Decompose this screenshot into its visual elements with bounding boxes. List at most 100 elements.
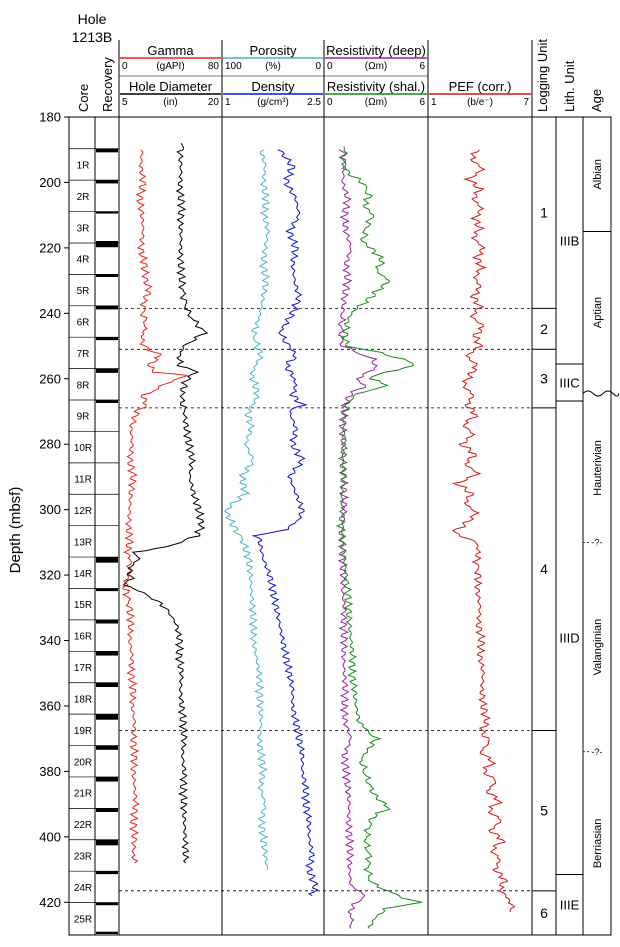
- series-density-line: [251, 149, 319, 897]
- age-label: Aptian: [592, 297, 604, 328]
- lith-unit-label: IIIE: [560, 898, 580, 913]
- core-label: 12R: [74, 506, 92, 517]
- unconformity-wavy-line: [582, 390, 620, 397]
- hole-label-line1: Hole: [78, 11, 107, 27]
- track-porosity-density-bottom-min: 1: [225, 97, 231, 108]
- age-label: Hauterivian: [592, 440, 604, 496]
- recovery-bar: [96, 839, 118, 846]
- logging-unit-label: 6: [540, 905, 548, 921]
- track-gamma-diameter-bottom-min: 5: [122, 97, 128, 108]
- core-label: 14R: [74, 569, 92, 580]
- core-label: 6R: [77, 318, 90, 329]
- core-label: 8R: [77, 380, 90, 391]
- core-label: 17R: [74, 663, 92, 674]
- recovery-bar: [96, 619, 118, 624]
- recovery-bar: [96, 714, 118, 720]
- logging-unit-label: 5: [540, 803, 548, 819]
- depth-tick-label: 320: [39, 568, 61, 583]
- core-label: 9R: [77, 412, 90, 423]
- core-label: 2R: [77, 192, 90, 203]
- core-label: 7R: [77, 349, 90, 360]
- series-gamma-line: [122, 149, 188, 864]
- lith-unit-label: IIIC: [559, 376, 579, 391]
- series-porosity-line: [224, 149, 271, 870]
- core-label: 13R: [74, 537, 92, 548]
- track-resistivity-top-unit: (Ωm): [365, 61, 387, 72]
- depth-tick-label: 400: [39, 829, 61, 844]
- age-uncertain-mark: -?-: [592, 537, 603, 547]
- track-resistivity-bottom-max: 6: [419, 97, 425, 108]
- core-label: 5R: [77, 286, 90, 297]
- core-label: 3R: [77, 223, 90, 234]
- track-porosity-density-bottom-unit: (g/cm³): [257, 97, 289, 108]
- column-frame: [323, 116, 429, 936]
- track-resistivity-top-min: 0: [327, 61, 333, 72]
- track-resistivity-bottom-unit: (Ωm): [365, 97, 387, 108]
- track-resistivity-top-name: Resistivity (deep): [326, 43, 426, 58]
- logging-unit-label: 4: [540, 561, 548, 577]
- recovery-bar: [96, 682, 118, 687]
- depth-tick-label: 240: [39, 306, 61, 321]
- depth-tick-label: 260: [39, 371, 61, 386]
- depth-tick-label: 280: [39, 437, 61, 452]
- series-hole-diameter-line: [122, 142, 209, 864]
- series-resistivity-deep-line: [337, 149, 378, 929]
- core-label: 15R: [74, 600, 92, 611]
- recovery-bar: [96, 337, 118, 341]
- track-porosity-density-bottom-max: 2.5: [307, 97, 321, 108]
- track-porosity-density-top-max: 0: [315, 61, 321, 72]
- depth-axis-label: Depth (mbsf): [7, 487, 24, 574]
- core-label: 10R: [74, 443, 92, 454]
- track-gamma-diameter-top-unit: (gAPI): [156, 61, 184, 72]
- recovery-bar: [96, 305, 118, 310]
- recovery-bar: [96, 180, 118, 184]
- logging-unit-label: 2: [540, 321, 548, 337]
- track-gamma-diameter-top-min: 0: [122, 61, 128, 72]
- depth-tick-label: 200: [39, 175, 61, 190]
- core-label: 16R: [74, 632, 92, 643]
- track-pef-bottom-max: 7: [523, 97, 529, 108]
- column-frame: [118, 116, 223, 936]
- core-label: 20R: [74, 757, 92, 768]
- core-label: 1R: [77, 160, 90, 171]
- age-label: Berriasian: [592, 819, 604, 869]
- logging-unit-column-label: Logging Unit: [535, 39, 550, 112]
- track-pef-bottom-min: 1: [431, 97, 437, 108]
- track-gamma-diameter-bottom-max: 20: [208, 97, 220, 108]
- track-pef-bottom-unit: (b/e⁻): [467, 97, 493, 108]
- recovery-bar: [96, 588, 118, 592]
- lith-unit-label: IIID: [559, 631, 579, 646]
- recovery-bar: [96, 902, 118, 906]
- track-gamma-diameter-bottom-name: Hole Diameter: [129, 79, 213, 94]
- column-frame: [221, 116, 325, 936]
- hole-label-line2: 1213B: [72, 29, 112, 45]
- core-label: 11R: [74, 475, 92, 486]
- recovery-bar: [96, 808, 118, 812]
- recovery-bar: [96, 148, 118, 153]
- unit-columns: 1 2 3 4 5 6 IIIB IIIC IIID IIIE Albian Aptian Hauter…: [532, 159, 620, 921]
- core-columns: 180 200 220 240 260 280 300 320 340 360 380 400 420 1…: [39, 110, 612, 936]
- recovery-bar: [96, 776, 118, 782]
- depth-tick-label: 220: [39, 240, 61, 255]
- depth-tick-label: 340: [39, 633, 61, 648]
- recovery-bar: [96, 871, 118, 875]
- track-gamma-diameter-top-name: Gamma: [147, 43, 194, 58]
- core-label: 22R: [74, 820, 92, 831]
- age-uncertain-mark: -?-: [592, 747, 603, 757]
- series-resistivity-shal-line: [335, 146, 423, 929]
- core-label: 18R: [74, 694, 92, 705]
- core-label: 23R: [74, 851, 92, 862]
- recovery-bar: [96, 368, 118, 373]
- core-label: 19R: [74, 726, 92, 737]
- track-porosity-density-top-unit: (%): [265, 61, 281, 72]
- track-resistivity-bottom-min: 0: [327, 97, 333, 108]
- track-pef-bottom-name: PEF (corr.): [449, 79, 512, 94]
- age-column-label: Age: [589, 89, 604, 112]
- logging-unit-label: 1: [540, 205, 548, 221]
- depth-tick-label: 380: [39, 764, 61, 779]
- lith-unit-label: IIIB: [560, 234, 580, 249]
- recovery-bar: [96, 241, 118, 248]
- logging-unit-label: 3: [540, 371, 548, 387]
